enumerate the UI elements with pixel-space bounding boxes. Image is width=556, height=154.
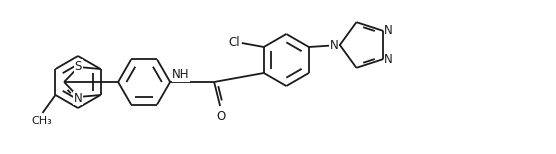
Text: S: S <box>75 59 82 73</box>
Text: NH: NH <box>172 68 190 81</box>
Text: N: N <box>384 53 393 66</box>
Text: N: N <box>384 24 393 37</box>
Text: O: O <box>216 110 226 123</box>
Text: N: N <box>330 38 339 51</box>
Text: N: N <box>74 91 83 105</box>
Text: CH₃: CH₃ <box>31 116 52 126</box>
Text: Cl: Cl <box>228 36 240 49</box>
